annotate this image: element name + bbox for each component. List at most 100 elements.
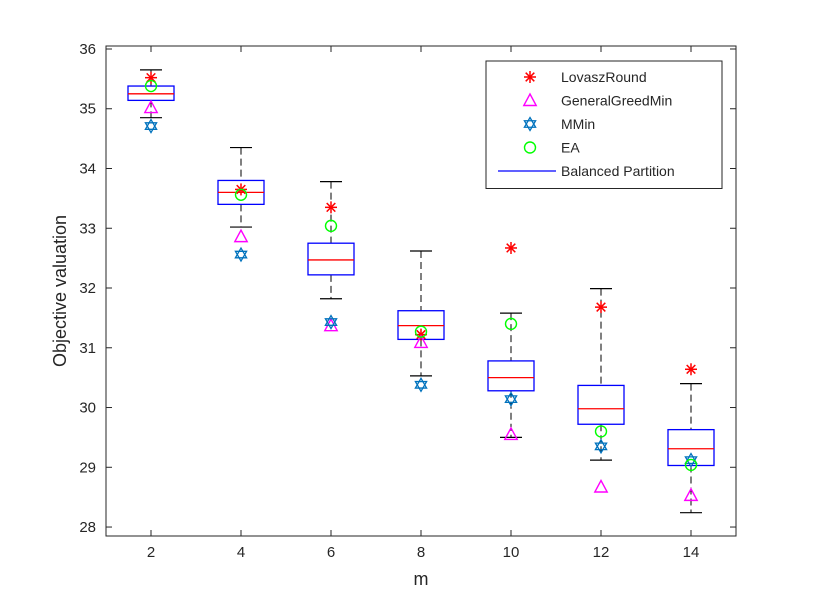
data-point	[683, 487, 699, 502]
hexagram-up	[234, 246, 248, 259]
circle-shape	[504, 317, 518, 331]
x-tick-label: 8	[417, 544, 425, 561]
data-point	[685, 363, 697, 376]
y-tick-label: 31	[79, 340, 96, 357]
x-tick-label: 14	[683, 544, 700, 561]
hexagram-down	[144, 122, 158, 134]
data-point	[413, 334, 429, 349]
legend: LovaszRound GeneralGreedMin MMin EA Balanced…	[485, 60, 723, 189]
triangle-shape	[522, 92, 538, 107]
circle-shape	[594, 425, 608, 438]
series-generalgreedmin	[143, 99, 699, 502]
data-point	[684, 452, 698, 468]
data-point	[324, 314, 338, 330]
hexagram-up	[523, 116, 537, 128]
legend-marker	[523, 141, 537, 154]
legend-label: LovaszRound	[561, 69, 647, 85]
data-point	[595, 301, 607, 314]
y-tick-label: 35	[79, 101, 96, 118]
x-tick-label: 4	[237, 544, 245, 561]
y-tick-label: 34	[79, 161, 96, 178]
data-point	[144, 79, 158, 93]
legend-label: Balanced Partition	[561, 163, 675, 179]
hexagram-down	[594, 442, 608, 455]
y-tick-label: 28	[79, 519, 96, 536]
hexagram-down	[324, 318, 338, 330]
data-point	[594, 425, 608, 438]
box-body	[307, 242, 355, 276]
data-point	[234, 188, 248, 201]
legend-label: EA	[561, 140, 580, 156]
axes: 2 4 6 8 10 12 14 28 29 30 31 32 33 34 35 36 m Objective v…	[50, 41, 736, 589]
triangle-shape	[683, 487, 699, 502]
y-tick-label: 33	[79, 220, 96, 237]
hexagram-down	[684, 456, 698, 468]
triangle-shape	[413, 334, 429, 349]
series-mmin	[144, 118, 698, 468]
circle-shape	[324, 219, 338, 233]
x-tick-label: 12	[593, 544, 610, 561]
box	[487, 312, 535, 439]
data-point	[233, 228, 249, 243]
x-tick-label: 2	[147, 544, 155, 561]
triangle-shape	[233, 228, 249, 243]
hexagram-up	[594, 438, 608, 451]
asterisk-stroke	[686, 364, 696, 375]
asterisk-stroke	[326, 202, 336, 213]
x-tick-label: 6	[327, 544, 335, 561]
triangle-shape	[503, 426, 519, 441]
hexagram-up	[144, 118, 158, 130]
data-point	[144, 118, 158, 134]
legend-marker	[523, 116, 537, 132]
hexagram-up	[684, 452, 698, 465]
x-tick-label: 10	[503, 544, 520, 561]
hexagram-up	[414, 377, 428, 389]
triangle-shape	[143, 99, 159, 114]
data-point	[414, 377, 428, 393]
box	[307, 181, 355, 300]
circle-shape	[414, 325, 428, 338]
legend-label: GeneralGreedMin	[561, 93, 672, 109]
circle-shape	[234, 188, 248, 201]
box-series	[127, 69, 715, 514]
hexagram-down	[523, 120, 537, 132]
y-axis-label: Objective valuation	[50, 215, 70, 367]
legend-marker	[522, 92, 538, 107]
y-tick-label: 32	[79, 280, 96, 297]
data-point	[684, 458, 698, 472]
data-point	[234, 246, 248, 263]
y-tick-label: 36	[79, 41, 96, 58]
hexagram-up	[504, 391, 518, 404]
data-point	[414, 325, 428, 338]
asterisk-stroke	[525, 72, 535, 82]
box-body	[577, 384, 625, 425]
circle-shape	[144, 79, 158, 93]
data-point	[325, 201, 337, 214]
data-point	[505, 241, 517, 254]
asterisk-stroke	[146, 72, 156, 83]
asterisk-stroke	[596, 302, 606, 312]
triangle-shape	[593, 479, 609, 493]
legend-marker	[524, 71, 536, 83]
data-point	[593, 479, 609, 493]
y-tick-label: 30	[79, 400, 96, 417]
x-axis-label: m	[414, 569, 429, 589]
data-point	[504, 317, 518, 331]
data-point	[503, 426, 519, 441]
hexagram-down	[234, 250, 248, 263]
legend-label: MMin	[561, 116, 595, 132]
data-point	[145, 71, 157, 84]
data-point	[143, 99, 159, 114]
asterisk-stroke	[506, 243, 516, 253]
series-ea	[144, 79, 698, 472]
marker-series	[143, 71, 699, 502]
box	[577, 288, 625, 461]
data-point	[504, 391, 518, 407]
data-point	[594, 438, 608, 455]
hexagram-down	[414, 380, 428, 393]
hexagram-down	[504, 395, 518, 407]
data-point	[324, 219, 338, 233]
box-body	[487, 360, 535, 392]
y-tick-label: 29	[79, 459, 96, 476]
